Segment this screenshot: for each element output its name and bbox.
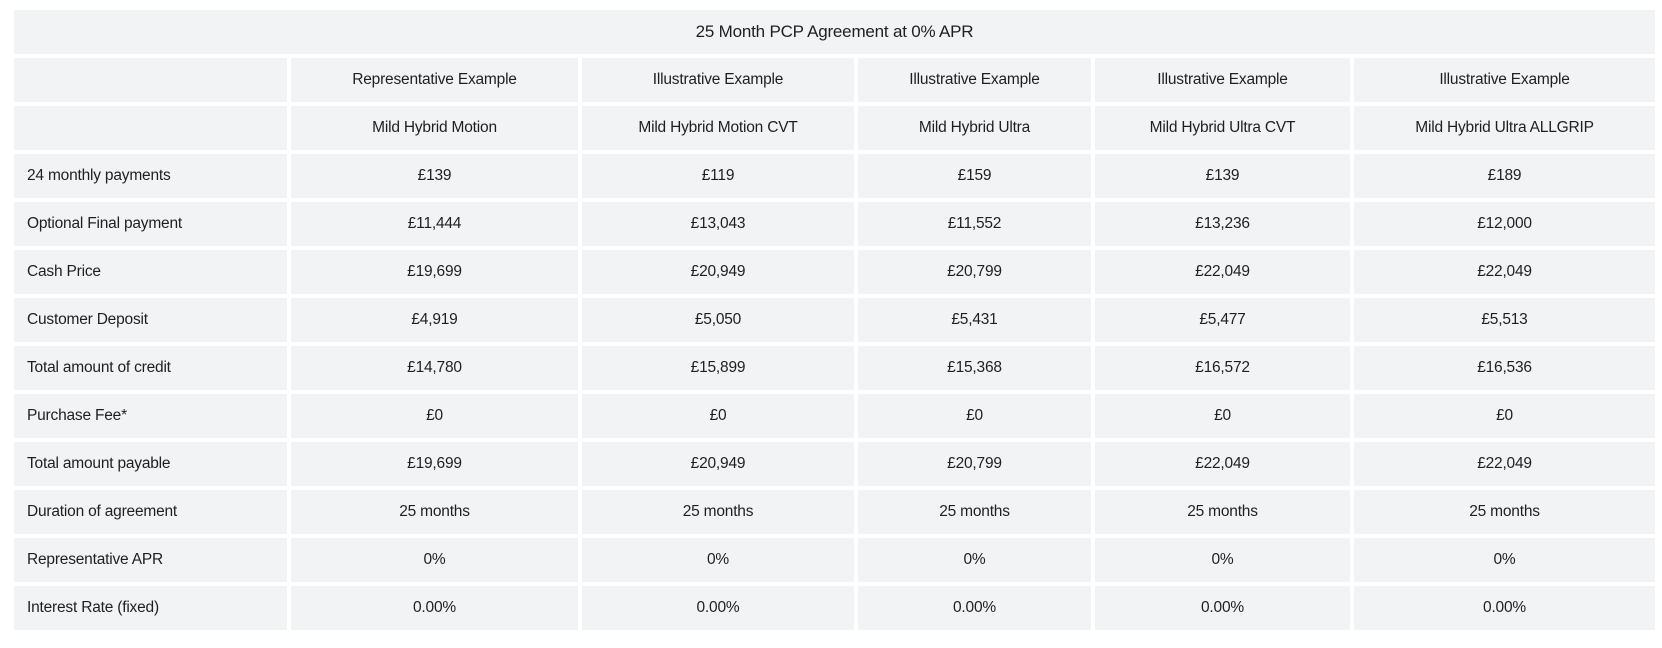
value-cell: £16,536 [1354,346,1656,390]
model-header-cell: Mild Hybrid Motion [291,106,578,150]
example-header-row: Representative Example Illustrative Exam… [14,58,1656,102]
value-cell: £0 [582,394,854,438]
table-row: Customer Deposit £4,919 £5,050 £5,431 £5… [14,298,1656,342]
row-label: Cash Price [14,250,287,294]
value-cell: 0.00% [1095,586,1350,630]
value-cell: £189 [1354,154,1656,198]
value-cell: £22,049 [1095,442,1350,486]
value-cell: 0% [291,538,578,582]
value-cell: £20,949 [582,442,854,486]
value-cell: £15,899 [582,346,854,390]
model-header-cell: Mild Hybrid Ultra ALLGRIP [1354,106,1656,150]
value-cell: £15,368 [858,346,1091,390]
value-cell: 0% [1354,538,1656,582]
model-header-cell: Mild Hybrid Ultra CVT [1095,106,1350,150]
table-title: 25 Month PCP Agreement at 0% APR [14,10,1656,54]
row-label: Total amount payable [14,442,287,486]
value-cell: £14,780 [291,346,578,390]
model-header-row: Mild Hybrid Motion Mild Hybrid Motion CV… [14,106,1656,150]
value-cell: £4,919 [291,298,578,342]
example-header-cell: Illustrative Example [858,58,1091,102]
row-label: Customer Deposit [14,298,287,342]
value-cell: £19,699 [291,250,578,294]
value-cell: £5,513 [1354,298,1656,342]
value-cell: 25 months [858,490,1091,534]
value-cell: £13,043 [582,202,854,246]
value-cell: 0% [858,538,1091,582]
value-cell: £5,050 [582,298,854,342]
value-cell: 0.00% [582,586,854,630]
row-label: Optional Final payment [14,202,287,246]
value-cell: £22,049 [1095,250,1350,294]
value-cell: £20,799 [858,442,1091,486]
corner-cell [14,58,287,102]
value-cell: 25 months [1095,490,1350,534]
row-label: Purchase Fee* [14,394,287,438]
table-row: Optional Final payment £11,444 £13,043 £… [14,202,1656,246]
value-cell: £0 [1095,394,1350,438]
value-cell: £139 [1095,154,1350,198]
value-cell: 25 months [582,490,854,534]
value-cell: £11,552 [858,202,1091,246]
value-cell: £22,049 [1354,442,1656,486]
value-cell: 0.00% [291,586,578,630]
example-header-cell: Illustrative Example [582,58,854,102]
table-row: Total amount of credit £14,780 £15,899 £… [14,346,1656,390]
table-row: Total amount payable £19,699 £20,949 £20… [14,442,1656,486]
model-header-cell: Mild Hybrid Ultra [858,106,1091,150]
row-label: Duration of agreement [14,490,287,534]
row-label: Interest Rate (fixed) [14,586,287,630]
example-header-cell: Illustrative Example [1354,58,1656,102]
table-row: Purchase Fee* £0 £0 £0 £0 £0 [14,394,1656,438]
value-cell: £5,477 [1095,298,1350,342]
table-row: 24 monthly payments £139 £119 £159 £139 … [14,154,1656,198]
value-cell: £139 [291,154,578,198]
value-cell: £0 [858,394,1091,438]
value-cell: 0.00% [1354,586,1656,630]
value-cell: £0 [1354,394,1656,438]
row-label: Representative APR [14,538,287,582]
value-cell: 0% [1095,538,1350,582]
value-cell: £159 [858,154,1091,198]
row-label: Total amount of credit [14,346,287,390]
row-label: 24 monthly payments [14,154,287,198]
pcp-agreement-table: 25 Month PCP Agreement at 0% APR Represe… [10,6,1659,634]
example-header-cell: Representative Example [291,58,578,102]
table-row: Representative APR 0% 0% 0% 0% 0% [14,538,1656,582]
value-cell: 25 months [1354,490,1656,534]
title-row: 25 Month PCP Agreement at 0% APR [14,10,1656,54]
table-row: Interest Rate (fixed) 0.00% 0.00% 0.00% … [14,586,1656,630]
table-row: Duration of agreement 25 months 25 month… [14,490,1656,534]
value-cell: £119 [582,154,854,198]
value-cell: 25 months [291,490,578,534]
value-cell: £11,444 [291,202,578,246]
value-cell: £0 [291,394,578,438]
value-cell: £12,000 [1354,202,1656,246]
value-cell: 0.00% [858,586,1091,630]
value-cell: £20,799 [858,250,1091,294]
value-cell: 0% [582,538,854,582]
value-cell: £20,949 [582,250,854,294]
value-cell: £19,699 [291,442,578,486]
model-header-cell: Mild Hybrid Motion CVT [582,106,854,150]
value-cell: £22,049 [1354,250,1656,294]
value-cell: £16,572 [1095,346,1350,390]
corner-cell [14,106,287,150]
value-cell: £5,431 [858,298,1091,342]
value-cell: £13,236 [1095,202,1350,246]
example-header-cell: Illustrative Example [1095,58,1350,102]
table-row: Cash Price £19,699 £20,949 £20,799 £22,0… [14,250,1656,294]
